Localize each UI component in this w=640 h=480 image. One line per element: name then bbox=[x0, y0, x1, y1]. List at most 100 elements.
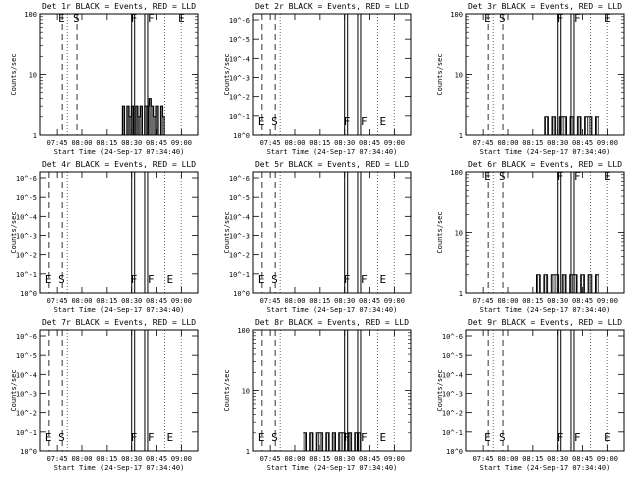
event-marker-e: E bbox=[258, 273, 265, 286]
x-tick-label: 08:30 bbox=[547, 455, 568, 463]
panel-det-7: Det 7r BLACK = Events, RED = LLD 10^0 10^-… bbox=[10, 318, 199, 472]
event-marker-e: E bbox=[380, 273, 387, 286]
panel-grid: Det 1r BLACK = Events, RED = LLD 1 10 100 Co… bbox=[10, 2, 625, 472]
y-tick-label: 10^-4 bbox=[16, 371, 37, 379]
x-axis-title: Start Time (24-Sep-17 07:34:40) bbox=[480, 148, 611, 156]
series-line bbox=[532, 274, 600, 294]
y-tick-label: 10^-5 bbox=[229, 194, 250, 202]
plot-frame bbox=[39, 329, 199, 452]
x-tick-label: 08:00 bbox=[284, 455, 305, 463]
event-marker-f: F bbox=[131, 431, 138, 444]
plot-frame bbox=[465, 329, 625, 452]
y-tick-label: 10^-3 bbox=[442, 391, 463, 399]
y-tick-label: 10^-2 bbox=[229, 94, 250, 102]
panel-det-6: Det 6r BLACK = Events, RED = LLD 1 10 100 Co… bbox=[436, 160, 625, 314]
plot-frame bbox=[252, 171, 412, 294]
event-marker-f: F bbox=[131, 12, 138, 25]
plot-frame bbox=[252, 13, 412, 136]
x-tick-label: 09:00 bbox=[597, 297, 618, 305]
x-tick-label: 08:45 bbox=[359, 455, 380, 463]
x-tick-label: 08:15 bbox=[309, 297, 330, 305]
y-axis-title: Counts/sec bbox=[436, 53, 444, 95]
event-marker-f: F bbox=[131, 273, 138, 286]
y-tick-label: 10^0 bbox=[20, 448, 37, 456]
y-tick-label: 10^-2 bbox=[442, 410, 463, 418]
x-tick-label: 08:30 bbox=[547, 297, 568, 305]
x-axis-title: Start Time (24-Sep-17 07:34:40) bbox=[54, 148, 185, 156]
y-tick-label: 1 bbox=[246, 448, 250, 456]
x-tick-label: 08:00 bbox=[497, 455, 518, 463]
x-tick-label: 09:00 bbox=[597, 139, 618, 147]
event-marker-e: E bbox=[258, 115, 265, 128]
event-marker-f: F bbox=[361, 431, 368, 444]
series-line bbox=[120, 98, 165, 136]
event-marker-f: F bbox=[574, 170, 581, 183]
plot-frame bbox=[39, 171, 199, 294]
panel-title: Det 7r BLACK = Events, RED = LLD bbox=[42, 318, 196, 327]
y-tick-label: 100 bbox=[237, 327, 250, 335]
y-tick-label: 10^-2 bbox=[229, 252, 250, 260]
x-tick-label: 09:00 bbox=[384, 297, 405, 305]
x-tick-label: 08:00 bbox=[71, 139, 92, 147]
event-marker-e: E bbox=[45, 431, 52, 444]
event-marker-e: E bbox=[604, 170, 611, 183]
event-marker-e: E bbox=[258, 431, 265, 444]
y-tick-label: 10^-4 bbox=[16, 213, 37, 221]
x-tick-label: 08:00 bbox=[497, 139, 518, 147]
x-tick-label: 07:45 bbox=[47, 139, 68, 147]
y-tick-label: 100 bbox=[450, 11, 463, 19]
x-tick-label: 08:30 bbox=[334, 455, 355, 463]
x-tick-label: 08:45 bbox=[572, 455, 593, 463]
panel-title: Det 1r BLACK = Events, RED = LLD bbox=[42, 2, 196, 11]
y-tick-label: 10^-1 bbox=[442, 429, 463, 437]
x-tick-label: 08:30 bbox=[121, 139, 142, 147]
x-tick-label: 09:00 bbox=[171, 455, 192, 463]
y-tick-label: 10^0 bbox=[20, 290, 37, 298]
y-tick-label: 10^-3 bbox=[229, 75, 250, 83]
x-tick-label: 07:45 bbox=[260, 455, 281, 463]
y-axis-title: Counts/sec bbox=[436, 211, 444, 253]
y-tick-label: 10^-2 bbox=[16, 410, 37, 418]
y-tick-label: 10^0 bbox=[446, 448, 463, 456]
y-tick-label: 10^-6 bbox=[16, 333, 37, 341]
y-tick-label: 10^-3 bbox=[16, 233, 37, 241]
y-tick-label: 10 bbox=[29, 72, 37, 80]
y-tick-label: 10 bbox=[455, 230, 463, 238]
x-tick-label: 08:45 bbox=[146, 455, 167, 463]
x-tick-label: 07:45 bbox=[473, 297, 494, 305]
y-axis-title: Counts/sec bbox=[10, 369, 18, 411]
event-marker-e: E bbox=[484, 12, 491, 25]
panel-det-1: Det 1r BLACK = Events, RED = LLD 1 10 100 Co… bbox=[10, 2, 199, 156]
event-marker-e: E bbox=[167, 431, 174, 444]
x-tick-label: 08:15 bbox=[309, 455, 330, 463]
y-tick-label: 1 bbox=[459, 132, 463, 140]
y-axis-title: Counts/sec bbox=[10, 211, 18, 253]
x-tick-label: 07:45 bbox=[473, 139, 494, 147]
panel-det-2: Det 2r BLACK = Events, RED = LLD 10^0 10^-… bbox=[223, 2, 412, 156]
panel-title: Det 6r BLACK = Events, RED = LLD bbox=[468, 160, 622, 169]
y-tick-label: 10^-1 bbox=[16, 429, 37, 437]
y-tick-label: 10^0 bbox=[233, 290, 250, 298]
panel-title: Det 9r BLACK = Events, RED = LLD bbox=[468, 318, 622, 327]
x-tick-label: 08:30 bbox=[121, 297, 142, 305]
y-tick-label: 10^-1 bbox=[16, 271, 37, 279]
x-tick-label: 07:45 bbox=[47, 297, 68, 305]
x-tick-label: 07:45 bbox=[260, 139, 281, 147]
event-marker-s: S bbox=[73, 12, 80, 25]
x-tick-label: 08:00 bbox=[284, 139, 305, 147]
event-marker-f: F bbox=[557, 12, 564, 25]
panel-det-8: Det 8r BLACK = Events, RED = LLD 1 10 100 Co… bbox=[223, 318, 412, 472]
y-tick-label: 1 bbox=[33, 132, 37, 140]
y-tick-label: 10^-4 bbox=[229, 55, 250, 63]
event-marker-f: F bbox=[557, 170, 564, 183]
event-marker-f: F bbox=[148, 431, 155, 444]
event-marker-e: E bbox=[178, 12, 185, 25]
x-axis-title: Start Time (24-Sep-17 07:34:40) bbox=[54, 464, 185, 472]
x-tick-label: 08:15 bbox=[522, 455, 543, 463]
event-marker-f: F bbox=[557, 431, 564, 444]
y-tick-label: 10^0 bbox=[233, 132, 250, 140]
x-tick-label: 09:00 bbox=[171, 297, 192, 305]
event-marker-e: E bbox=[167, 273, 174, 286]
